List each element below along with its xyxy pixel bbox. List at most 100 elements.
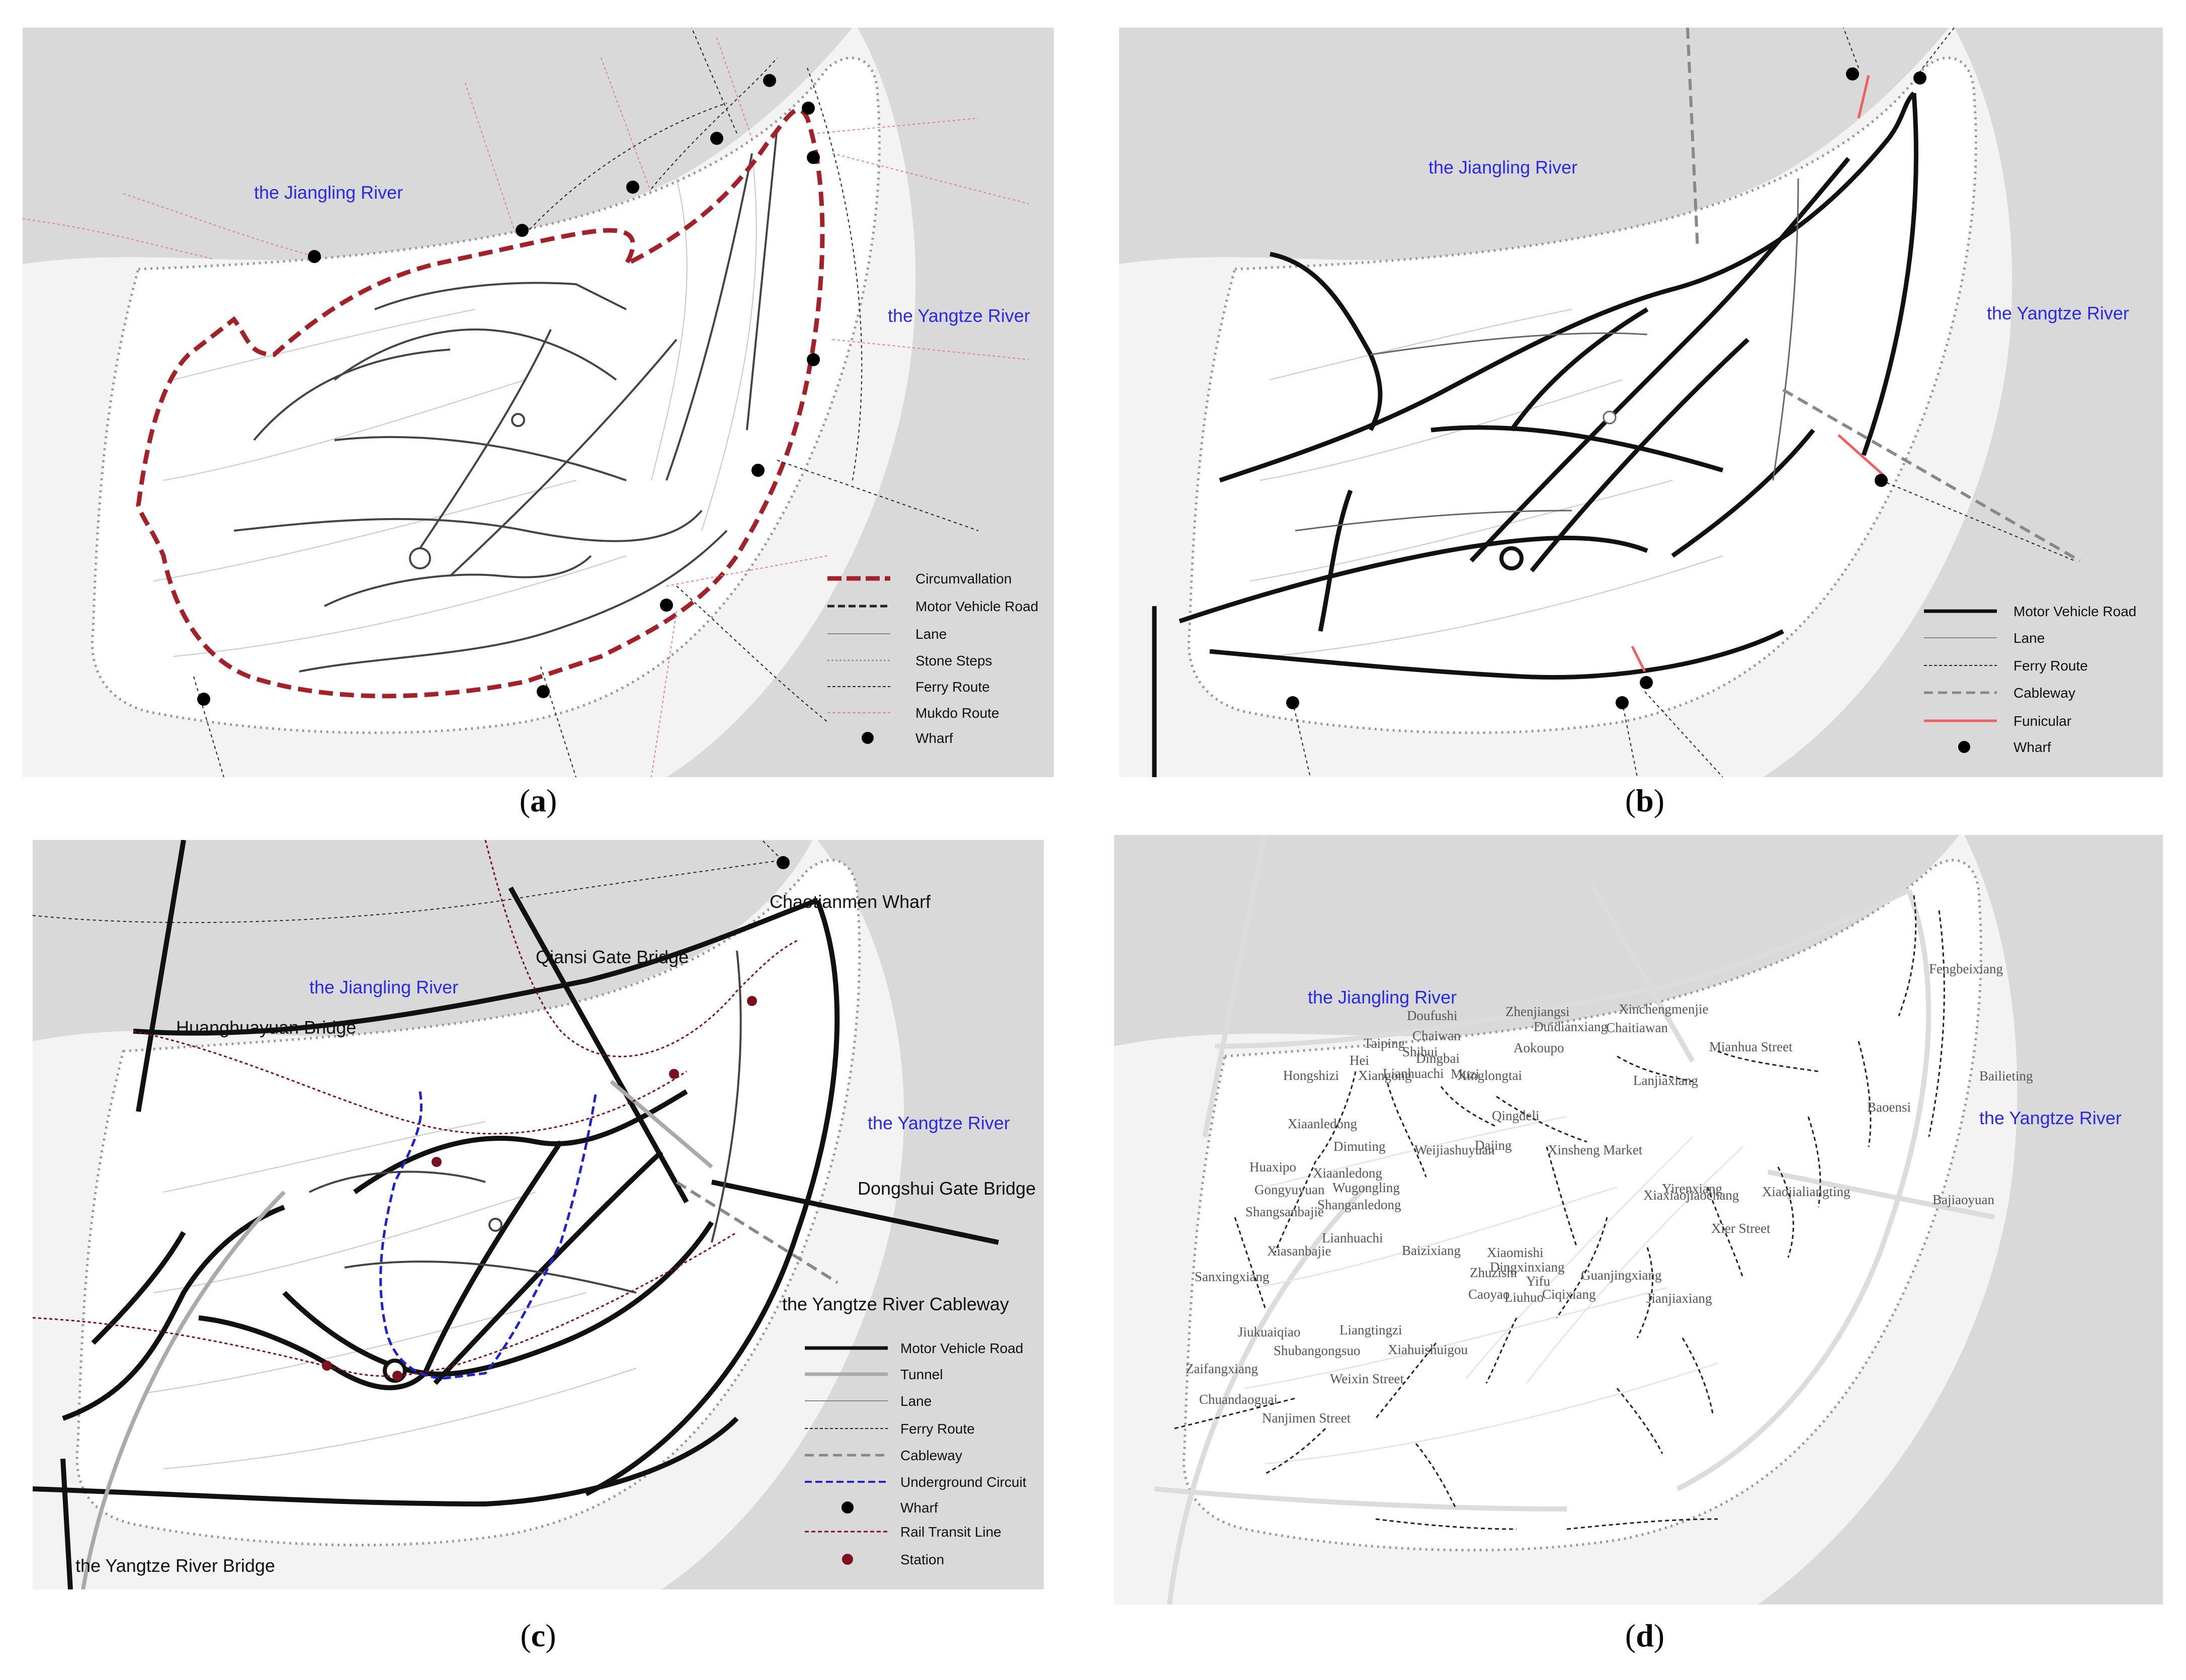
- caption-b: (b): [1625, 783, 1665, 818]
- street-label: Mianhua Street: [1709, 1039, 1793, 1054]
- street-label: Duidianxiang: [1534, 1019, 1608, 1034]
- street-label: Xiahuishuigou: [1388, 1342, 1468, 1357]
- street-label: Liuhuo: [1504, 1290, 1544, 1305]
- label-dongshui-gate-bridge: Dongshui Gate Bridge: [858, 1178, 1036, 1199]
- legend-c-label-6: Wharf: [900, 1500, 938, 1516]
- label-huanghuayuan-bridge: Huanghuayuan Bridge: [176, 1017, 356, 1038]
- map-c: Chaotianmen Wharf Qiansi Gate Bridge Hua…: [33, 840, 1044, 1589]
- legend-a-label-1: Motor Vehicle Road: [915, 599, 1038, 614]
- street-label: Zaifangxiang: [1186, 1361, 1258, 1376]
- legend-c-label-7: Rail Transit Line: [900, 1524, 1001, 1540]
- street-label: Yifu: [1526, 1274, 1551, 1289]
- street-label: Baizixiang: [1402, 1243, 1461, 1258]
- street-label: Hei: [1350, 1053, 1369, 1068]
- street-label: Liangtingzi: [1339, 1322, 1402, 1337]
- panel-b: the Jiangling River the Yangtze River Mo…: [1119, 28, 2163, 777]
- caption-a: (a): [519, 783, 557, 818]
- street-label: Chuandaoguai: [1199, 1392, 1278, 1407]
- legend-a-label-0: Circumvallation: [915, 571, 1012, 586]
- label-yangtze-cableway: the Yangtze River Cableway: [782, 1294, 1009, 1314]
- street-label: Xiaanledong: [1313, 1165, 1382, 1181]
- street-label: Chaitiawan: [1606, 1020, 1668, 1035]
- street-label: Xiaojialiangting: [1762, 1184, 1850, 1199]
- street-label: Xiaanledong: [1288, 1116, 1357, 1131]
- street-label: Sanxingxiang: [1195, 1269, 1270, 1284]
- river-label-jiangling-d: the Jiangling River: [1308, 987, 1457, 1007]
- legend-c-label-3: Ferry Route: [900, 1421, 975, 1437]
- legend-b-label-3: Cableway: [2013, 685, 2075, 701]
- legend-c-label-5: Underground Circuit: [900, 1474, 1027, 1490]
- street-label: Xinchengmenjie: [1619, 1001, 1708, 1017]
- river-label-yangtze: the Yangtze River: [888, 305, 1030, 326]
- street-label: Weixin Street: [1330, 1371, 1404, 1386]
- legend-b-label-1: Lane: [2013, 630, 2045, 646]
- legend-a-label-4: Ferry Route: [915, 679, 990, 695]
- legend-a: Circumvallation Motor Vehicle Road Lane …: [827, 571, 1038, 746]
- street-label: Taiping: [1364, 1036, 1405, 1051]
- legend-b-label-5: Wharf: [2013, 739, 2051, 755]
- street-label: Jianjiaxiang: [1646, 1291, 1712, 1306]
- street-label: Zhenjiangsi: [1505, 1004, 1569, 1019]
- street-label: Xinsheng Market: [1548, 1142, 1643, 1157]
- river-label-jiangling: the Jiangling River: [254, 182, 403, 203]
- street-label: Yirenxiang: [1662, 1181, 1722, 1196]
- legend-c-label-4: Cableway: [900, 1448, 962, 1463]
- legend-a-label-5: Mukdo Route: [915, 705, 999, 721]
- map-b: the Jiangling River the Yangtze River Mo…: [1119, 28, 2163, 777]
- street-label: Chaiwan: [1412, 1028, 1461, 1043]
- label-chaotianmen-wharf: Chaotianmen Wharf: [770, 891, 931, 912]
- street-label: Xier Street: [1711, 1221, 1771, 1236]
- street-label: Nanjimen Street: [1262, 1410, 1351, 1425]
- street-label: Qingdeli: [1492, 1108, 1540, 1123]
- street-label: Lianhuachi: [1383, 1066, 1444, 1081]
- street-label: Shanganledong: [1317, 1197, 1401, 1212]
- street-label: Dajing: [1475, 1138, 1512, 1153]
- legend-a-label-6: Wharf: [915, 730, 953, 746]
- legend-c-label-1: Tunnel: [900, 1367, 943, 1382]
- circumvallation-line: [136, 108, 825, 699]
- label-yangtze-river-bridge: the Yangtze River Bridge: [75, 1555, 275, 1576]
- jiangling-river: [23, 28, 853, 264]
- street-label: Huaxipo: [1249, 1159, 1296, 1174]
- peninsula-a: [91, 56, 881, 734]
- legend-a-label-3: Stone Steps: [915, 653, 992, 668]
- map-d: Doufushi Zhenjiangsi Xinchengmenjie Chaitia…: [1114, 835, 2163, 1605]
- street-label: Dimuting: [1333, 1139, 1386, 1154]
- panel-d: Doufushi Zhenjiangsi Xinchengmenjie Chaitia…: [1114, 835, 2163, 1605]
- river-label-jiangling-c: the Jiangling River: [309, 977, 458, 997]
- river-label-yangtze-b: the Yangtze River: [1987, 303, 2129, 323]
- street-label: Lianhuachi: [1322, 1230, 1383, 1245]
- legend-b-label-2: Ferry Route: [2013, 658, 2088, 674]
- street-label: Zhuzishi: [1470, 1265, 1518, 1280]
- legend-c: Motor Vehicle Road Tunnel Lane Ferry Rou…: [805, 1340, 1027, 1567]
- legend-b-label-0: Motor Vehicle Road: [2013, 604, 2136, 619]
- street-label: Aokoupo: [1514, 1040, 1564, 1055]
- street-label: Gongyuyuan: [1254, 1182, 1325, 1197]
- panel-c: Chaotianmen Wharf Qiansi Gate Bridge Hua…: [33, 840, 1044, 1589]
- river-label-yangtze-c: the Yangtze River: [868, 1113, 1010, 1133]
- street-label: Baoensi: [1867, 1100, 1911, 1115]
- street-label: Shubangongsuo: [1274, 1343, 1361, 1358]
- street-label: Xinglongtai: [1457, 1068, 1522, 1083]
- street-label: Shihui: [1402, 1044, 1438, 1059]
- legend-c-label-2: Lane: [900, 1393, 932, 1409]
- street-label: Xiaxiaojiaochang: [1643, 1188, 1739, 1203]
- street-label: Muzi: [1451, 1066, 1479, 1081]
- legend-c-label-0: Motor Vehicle Road: [900, 1340, 1023, 1356]
- yangtze-river: [666, 28, 1054, 777]
- street-label: Fengbeixiang: [1929, 961, 2003, 976]
- legend-b: Motor Vehicle Road Lane Ferry Route Cabl…: [1924, 604, 2136, 755]
- panel-a: the Jiangling River the Yangtze River Ci…: [23, 28, 1054, 777]
- street-label: Shangsanbajie: [1245, 1204, 1324, 1219]
- map-a: the Jiangling River the Yangtze River Ci…: [23, 28, 1054, 777]
- legend-a-label-2: Lane: [915, 626, 947, 642]
- street-label: Bajiaoyuan: [1932, 1192, 1994, 1207]
- street-label: Dingbai: [1416, 1051, 1460, 1066]
- street-label: Hongshizi: [1283, 1068, 1339, 1083]
- caption-c: (c): [520, 1618, 556, 1653]
- street-label: Doufushi: [1407, 1008, 1458, 1023]
- street-label: Bailieting: [1979, 1068, 2033, 1083]
- street-label: Xiangong: [1358, 1068, 1411, 1083]
- street-label: Xiasanbajie: [1267, 1243, 1331, 1258]
- legend-c-label-8: Station: [900, 1552, 944, 1567]
